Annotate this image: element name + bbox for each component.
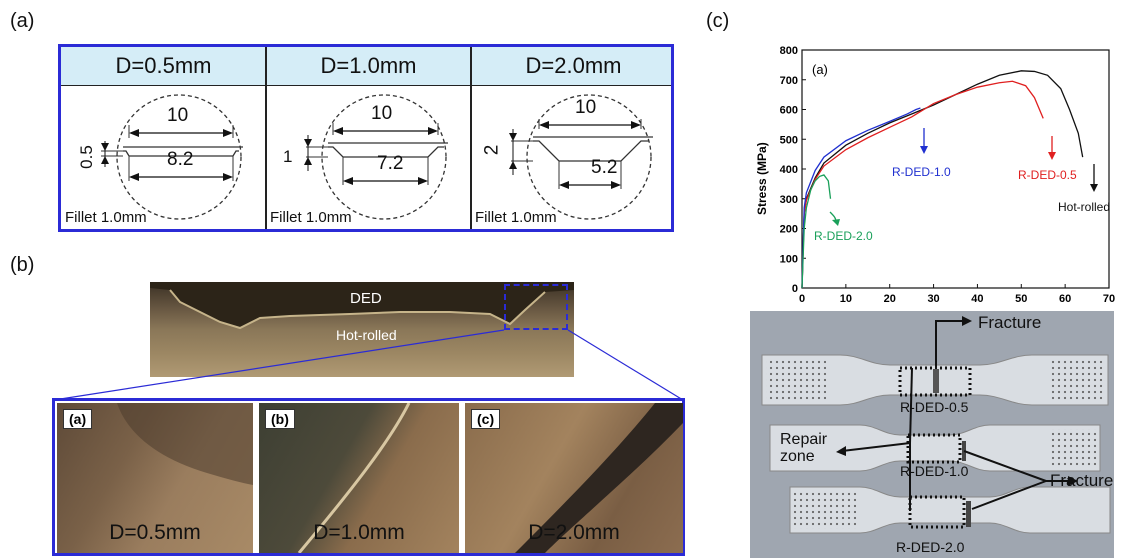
- x-tick-label: 0: [799, 293, 805, 305]
- x-tick-label: 10: [840, 293, 852, 305]
- series-line-r-ded-0.5: [801, 80, 1044, 289]
- annotation-r-ded-2.0: R-DED-2.0: [814, 229, 873, 243]
- stress-strain-chart: 0 100 200 300 400 500 600 700 800 0 10 20 30 40 50 60 7…: [755, 45, 1115, 305]
- fillet-label: Fillet 1.0mm: [475, 209, 557, 226]
- annotation-r-ded-1.0: R-DED-1.0: [892, 165, 951, 179]
- fracture-label-right: Fracture: [1050, 471, 1114, 490]
- notch-drawing-1.0: [304, 94, 448, 220]
- y-tick-label: 200: [780, 224, 798, 236]
- micrograph-tag: (c): [471, 409, 501, 429]
- x-tick-label: 70: [1103, 293, 1115, 305]
- series-line-r-ded-2.0: [801, 174, 832, 289]
- micrograph-tag: (a): [63, 409, 93, 429]
- y-tick-label: 600: [780, 105, 798, 117]
- y-tick-label: 400: [780, 164, 798, 176]
- dim-side: 1: [283, 147, 293, 166]
- ded-region: [150, 282, 574, 330]
- micrograph-2.0: (c) D=2.0mm: [465, 403, 683, 553]
- fillet-label: Fillet 1.0mm: [270, 209, 352, 226]
- x-tick-label: 20: [884, 293, 896, 305]
- specimen-label: R-DED-2.0: [896, 539, 965, 555]
- y-tick-label: 800: [780, 45, 798, 57]
- micrograph-tag: (b): [265, 409, 295, 429]
- micrograph-label: D=1.0mm: [313, 521, 405, 544]
- dim-bottom: 5.2: [591, 157, 618, 178]
- fracture-label-top: Fracture: [978, 313, 1042, 332]
- annotation-r-ded-0.5: R-DED-0.5: [1018, 168, 1077, 182]
- panel-label-a: (a): [10, 10, 35, 32]
- ded-label: DED: [350, 290, 382, 307]
- panel-label-b: (b): [10, 254, 35, 276]
- dim-top: 10: [371, 103, 393, 124]
- column-divider: [470, 47, 472, 229]
- table-header-row: [61, 47, 671, 86]
- hot-rolled-label: Hot-rolled: [336, 327, 397, 343]
- dim-bottom: 7.2: [377, 153, 404, 174]
- micrograph-row: (a) D=0.5mm (b) D=1.0mm (c) D=2.0mm: [52, 398, 685, 556]
- x-tick-label: 50: [1015, 293, 1027, 305]
- dim-top: 10: [167, 105, 189, 126]
- chart-inner-label: (a): [812, 62, 828, 77]
- table-header-cell: D=2.0mm: [525, 53, 622, 78]
- dim-bottom: 8.2: [167, 149, 194, 170]
- table-header-cell: D=1.0mm: [320, 53, 417, 78]
- notch-drawing-0.5: [101, 94, 243, 220]
- micrograph-1.0: (b) D=1.0mm: [259, 403, 459, 553]
- annotation-hot-rolled: Hot-rolled: [1058, 200, 1110, 214]
- zoom-region-box: [504, 284, 568, 330]
- column-divider: [265, 47, 267, 229]
- specimen-label: R-DED-0.5: [900, 399, 969, 415]
- series-line-hot-rolled: [801, 70, 1084, 289]
- x-tick-label: 30: [927, 293, 939, 305]
- table-header-cell: D=0.5mm: [115, 53, 212, 78]
- x-tick-label: 40: [971, 293, 983, 305]
- y-tick-label: 300: [780, 194, 798, 206]
- micrograph-label: D=0.5mm: [109, 521, 201, 544]
- repair-zone-label: Repair zone: [780, 431, 828, 465]
- specimen-label: R-DED-1.0: [900, 463, 969, 479]
- y-tick-label: 700: [780, 75, 798, 87]
- panel-label-c: (c): [706, 10, 730, 32]
- dim-top: 10: [575, 97, 597, 118]
- notch-drawing-2.0: [509, 94, 653, 220]
- specimens-drawing: [761, 316, 1111, 534]
- specimen-photo: Fracture Fracture Repair zone R-DED-0.5 …: [750, 311, 1114, 558]
- micrograph-0.5: (a) D=0.5mm: [57, 403, 253, 553]
- y-axis-label: Stress (MPa): [755, 142, 769, 215]
- fillet-label: Fillet 1.0mm: [65, 209, 147, 226]
- y-tick-label: 0: [792, 283, 798, 295]
- y-tick-label: 100: [780, 253, 798, 265]
- micrograph-label: D=2.0mm: [528, 521, 620, 544]
- y-tick-label: 500: [780, 134, 798, 146]
- geometry-table: D=0.5mm D=1.0mm D=2.0mm 10 8.2 0.5 Fille…: [58, 44, 674, 232]
- series-line-r-ded-1.0: [801, 107, 921, 289]
- x-tick-label: 60: [1059, 293, 1071, 305]
